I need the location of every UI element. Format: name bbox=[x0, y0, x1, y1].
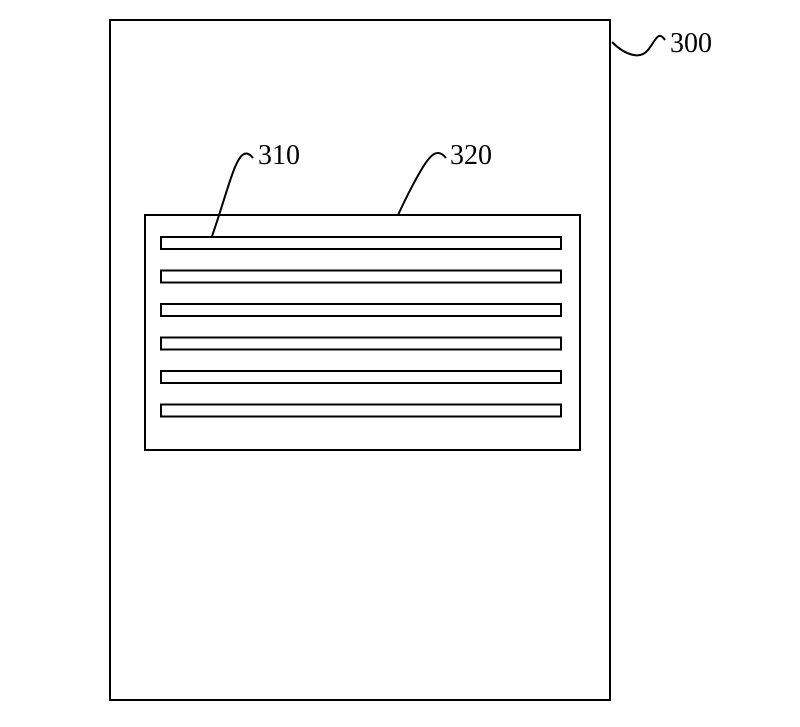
slat bbox=[161, 405, 561, 417]
slat bbox=[161, 371, 561, 383]
outer-rect bbox=[110, 20, 610, 700]
diagram-container: 300 310 320 bbox=[0, 0, 800, 727]
inner-rect bbox=[145, 215, 580, 450]
diagram-svg bbox=[0, 0, 800, 727]
label-320: 320 bbox=[450, 140, 492, 172]
slat bbox=[161, 237, 561, 249]
slat bbox=[161, 304, 561, 316]
slat bbox=[161, 338, 561, 350]
leader-310 bbox=[212, 153, 253, 236]
leader-300 bbox=[612, 36, 665, 55]
label-310: 310 bbox=[258, 140, 300, 172]
label-300: 300 bbox=[670, 28, 712, 60]
slat bbox=[161, 271, 561, 283]
leader-320 bbox=[398, 153, 446, 215]
